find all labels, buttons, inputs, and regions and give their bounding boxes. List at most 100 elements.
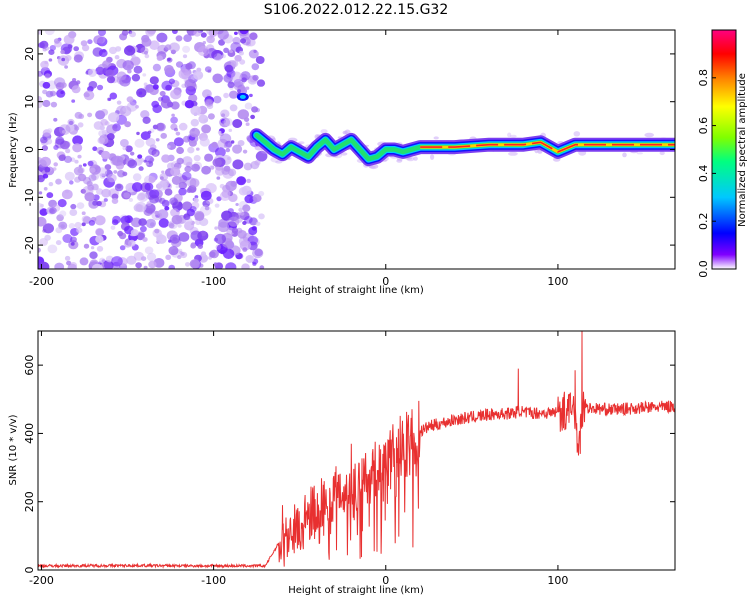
noise-speckle [217,130,222,135]
noise-speckle [234,31,238,35]
noise-speckle [69,180,74,185]
noise-speckle [223,141,232,149]
noise-speckle [208,251,216,258]
noise-speckle [40,203,44,208]
noise-speckle [72,135,83,146]
spectrogram-ytick-label: 20 [23,47,36,61]
noise-speckle [242,149,248,154]
noise-speckle [219,183,225,189]
noise-speckle [228,128,233,132]
noise-speckle [140,110,150,119]
noise-speckle [242,204,251,212]
noise-speckle [88,220,96,226]
noise-speckle [81,215,90,224]
spectrogram-ytick-label: -10 [23,188,36,206]
noise-speckle [143,265,148,269]
noise-speckle [254,248,263,257]
snr-ytick-label: 600 [23,355,36,376]
noise-speckle [241,263,250,269]
noise-speckle [148,176,156,183]
colorbar [711,29,737,270]
noise-speckle [53,145,59,150]
noise-speckle [92,200,98,206]
snr-ytick-label: 200 [23,491,36,512]
noise-speckle [116,100,122,105]
noise-speckle [73,166,84,176]
noise-speckle [81,211,86,215]
noise-speckle [183,213,191,221]
noise-speckle [80,188,87,194]
noise-speckle [142,116,151,125]
noise-speckle [111,219,119,226]
noise-speckle [53,162,58,167]
noise-speckle [197,244,203,249]
noise-speckle [229,49,234,53]
noise-speckle [74,159,79,164]
noise-speckle [251,106,259,113]
noise-speckle [143,82,148,86]
noise-speckle [96,84,104,91]
noise-speckle [197,45,210,57]
noise-speckle [242,221,247,225]
noise-speckle [57,199,67,208]
noise-speckle [164,64,174,74]
ridge-halo-speckle [406,156,415,162]
noise-speckle [76,80,81,85]
noise-speckle [94,215,106,226]
noise-speckle [64,155,72,163]
noise-speckle [198,263,204,268]
noise-speckle [146,252,157,262]
noise-speckle [59,210,67,217]
noise-speckle [55,178,62,185]
noise-speckle [207,113,215,120]
noise-speckle [225,242,230,246]
noise-speckle [176,146,185,155]
colorbar-tick-label: 0.2 [697,212,710,230]
noise-speckle [200,190,212,201]
noise-speckle [170,166,181,177]
noise-speckle [149,157,155,162]
noise-speckle [235,203,239,206]
noise-speckle [87,68,97,77]
noise-speckle [239,240,252,251]
noise-speckle [83,243,90,249]
noise-speckle [149,222,155,227]
noise-speckle [111,198,119,204]
noise-speckle [129,31,137,38]
noise-speckle [100,118,108,126]
noise-speckle [77,173,87,182]
noise-speckle [95,110,106,120]
noise-speckle [237,109,249,120]
noise-speckle [178,181,187,190]
noise-speckle [166,145,171,149]
noise-speckle [251,226,257,231]
noise-speckle [41,145,49,151]
noise-speckle [225,140,233,148]
noise-speckle [106,133,115,141]
noise-speckle [181,171,192,181]
noise-speckle [66,260,72,266]
noise-speckle [64,171,75,181]
noise-speckle [188,139,197,147]
colorbar-label: Normalized spectral amplitude [737,73,748,227]
spectrogram-xtick-label: 0 [382,275,389,288]
noise-speckle [200,32,207,38]
noise-speckle [185,262,190,267]
noise-speckle [133,251,144,261]
noise-speckle [144,182,154,191]
noise-speckle [161,80,173,91]
noise-speckle [44,234,51,241]
noise-speckle [87,160,94,167]
noise-speckle [189,127,200,138]
noise-speckle [214,233,226,245]
noise-speckle [175,131,181,136]
noise-speckle [258,213,265,220]
noise-speckle [52,204,61,212]
noise-speckle [127,69,132,74]
noise-speckle [48,199,57,208]
noise-speckle [126,96,134,103]
colorbar-tick-label: 0.0 [697,260,710,278]
noise-speckle [231,227,239,234]
ridge-halo-speckle [275,160,283,164]
noise-speckle [259,265,265,269]
